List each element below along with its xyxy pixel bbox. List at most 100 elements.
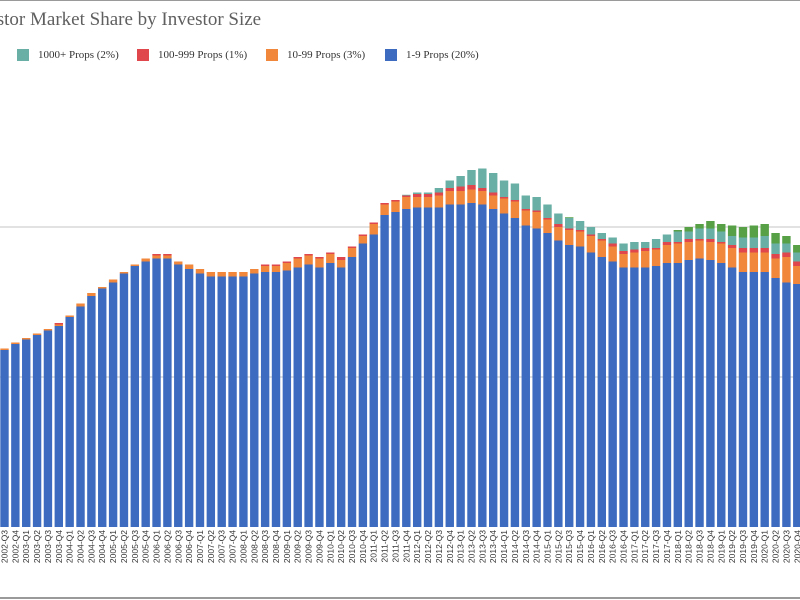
x-tick-label: 2008-Q4 xyxy=(271,530,281,563)
bar-segment xyxy=(315,258,324,268)
bar-segment xyxy=(467,189,476,203)
bar-segment xyxy=(391,201,400,212)
legend-item-10-99[interactable]: 10-99 Props (3%) xyxy=(266,49,365,61)
x-tick-label: 2016-Q1 xyxy=(586,530,596,563)
bar-segment xyxy=(489,192,498,196)
bar-segment xyxy=(499,213,509,527)
bar-segment xyxy=(565,218,574,229)
bar-segment xyxy=(423,194,433,197)
bar-segment xyxy=(543,233,552,527)
bar-segment xyxy=(597,239,606,241)
bar-segment xyxy=(108,279,118,283)
x-tick-label: 2011-Q3 xyxy=(390,530,400,563)
chart-title: Investor Market Share by Investor Size xyxy=(0,9,262,30)
bar-segment xyxy=(630,242,639,250)
legend-label: 10-99 Props (3%) xyxy=(287,49,366,61)
bar-segment xyxy=(380,215,389,527)
bar-segment xyxy=(554,227,563,241)
x-tick-label: 2003-Q2 xyxy=(32,530,42,563)
bar-segment xyxy=(217,272,226,277)
bar-segment xyxy=(206,276,216,527)
bar-segment xyxy=(619,254,628,268)
bar-segment xyxy=(228,272,237,277)
bar-segment xyxy=(499,180,509,197)
bar-segment xyxy=(478,191,487,205)
bar-segment xyxy=(749,272,759,527)
bar-segment xyxy=(749,225,759,238)
bar-segment xyxy=(641,267,650,527)
x-tick-label: 2006-Q4 xyxy=(184,530,194,563)
bar-segment xyxy=(98,288,107,527)
x-tick-label: 2017-Q4 xyxy=(662,530,672,563)
bar-segment xyxy=(586,234,596,236)
legend-item-1000-plus[interactable]: 1000+ Props (2%) xyxy=(17,49,119,61)
bar-segment xyxy=(87,296,96,527)
bar-segment xyxy=(575,246,585,527)
bar-segment xyxy=(760,224,769,236)
bar-segment xyxy=(282,263,292,271)
bar-segment xyxy=(489,195,498,209)
bar-segment xyxy=(260,272,270,527)
bar-segment xyxy=(391,212,400,527)
bar-segment xyxy=(521,209,530,211)
legend-item-100-999[interactable]: 100-999 Props (1%) xyxy=(137,49,247,61)
bar-segment xyxy=(641,248,650,251)
bar-segment xyxy=(510,201,520,218)
bar-segment xyxy=(651,266,661,527)
bar-segment xyxy=(608,246,617,262)
bar-segment xyxy=(738,237,748,248)
bar-segment xyxy=(87,293,96,296)
bar-segment xyxy=(760,236,769,248)
bar-segment xyxy=(412,207,422,527)
x-tick-label: 2018-Q2 xyxy=(684,530,694,563)
x-tick-label: 2016-Q3 xyxy=(608,530,618,563)
bar-segment xyxy=(358,236,368,244)
bar-segment xyxy=(695,258,704,527)
bar-segment xyxy=(119,273,129,527)
bar-segment xyxy=(662,245,672,263)
x-tick-label: 2009-Q2 xyxy=(293,530,303,563)
bar-segment xyxy=(619,243,628,251)
bar-segment xyxy=(250,269,259,274)
legend-swatch xyxy=(385,49,397,61)
bar-segment xyxy=(575,230,585,232)
bar-segment xyxy=(195,273,205,527)
x-tick-label: 2004-Q3 xyxy=(86,530,96,563)
bar-segment xyxy=(43,329,53,331)
bar-segment xyxy=(412,194,422,197)
bar-segment xyxy=(782,257,791,283)
x-tick-label: 2013-Q1 xyxy=(456,530,466,563)
bar-segment xyxy=(293,257,302,259)
x-tick-label: 2013-Q2 xyxy=(466,530,476,563)
bar-segment xyxy=(402,194,411,196)
bar-segment xyxy=(586,252,596,527)
bar-segment xyxy=(771,258,780,278)
bar-segment xyxy=(586,227,596,235)
bar-segment xyxy=(271,264,281,266)
bar-segment xyxy=(771,278,780,527)
bar-segment xyxy=(489,173,498,193)
bar-segment xyxy=(315,267,324,527)
bar-segment xyxy=(575,221,585,230)
bar-segment xyxy=(706,221,715,229)
legend-item-1-9[interactable]: 1-9 Props (20%) xyxy=(385,49,479,61)
bar-segment xyxy=(369,224,378,235)
x-tick-label: 2005-Q1 xyxy=(108,530,118,563)
bar-segment xyxy=(554,224,563,227)
bar-segment xyxy=(76,306,85,527)
bar-segment xyxy=(651,239,661,248)
x-tick-label: 2006-Q1 xyxy=(152,530,162,563)
bar-segment xyxy=(771,254,780,259)
x-tick-label: 2004-Q4 xyxy=(97,530,107,563)
x-tick-label: 2018-Q4 xyxy=(705,530,715,563)
bar-segment xyxy=(478,204,487,527)
bar-segment xyxy=(684,260,693,527)
legend-label: 1000+ Props (2%) xyxy=(38,49,119,61)
bar-segment xyxy=(532,210,541,212)
bar-segment xyxy=(760,248,769,253)
bar-segment xyxy=(706,239,715,242)
bar-segment xyxy=(130,264,140,266)
bar-segment xyxy=(727,245,737,248)
bar-segment xyxy=(239,272,248,277)
bar-segment xyxy=(434,192,444,196)
